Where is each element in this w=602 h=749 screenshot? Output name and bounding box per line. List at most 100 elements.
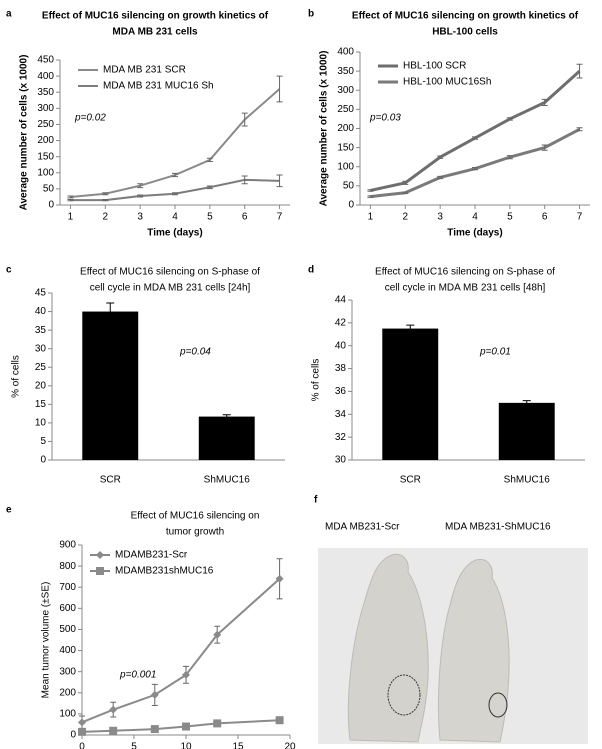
bar [498,402,555,460]
x-tick-label: 5 [131,742,137,749]
y-tick-label: 25 [35,362,47,373]
x-tick-label: 5 [507,212,513,223]
y-tick-label: 34 [335,409,347,420]
y-tick-label: 0 [348,200,354,211]
y-tick-label: 150 [337,142,354,153]
y-tick-label: 15 [35,399,47,410]
legend-marker [96,551,104,559]
y-tick-label: 38 [335,363,347,374]
error-bar [137,183,144,189]
legend-marker [96,567,104,575]
x-tick-label: ShMUC16 [204,475,251,486]
error-bar [506,117,513,121]
y-tick-label: 800 [59,561,76,572]
marker [78,727,86,736]
marker [182,670,190,679]
error-bar [472,136,478,140]
y-tick-label: 35 [35,325,47,336]
x-tick-label: 4 [472,212,478,223]
y-tick-label: 300 [37,103,54,114]
error-bar [206,185,213,190]
panel-letter: b [308,9,314,20]
bar [198,416,255,460]
y-tick-label: 5 [40,436,46,447]
error-bar [506,155,513,160]
y-tick-label: 200 [37,135,54,146]
x-tick-label: SCR [400,475,421,486]
x-tick-label: 15 [232,742,244,749]
error-bar [241,175,248,185]
panel-letter: c [6,265,12,276]
error-bar [402,191,409,195]
y-tick-label: 0 [48,200,54,211]
series-line [81,578,281,724]
y-tick-label: 400 [59,645,76,656]
annotation: p=0.001 [119,670,156,681]
y-axis-label: Mean tumor volume (±SE) [41,582,52,699]
x-tick-label: 5 [207,212,213,223]
y-tick-label: 100 [59,709,76,720]
y-tick-label: 300 [337,85,354,96]
mouse-left [347,553,429,743]
y-tick-label: 45 [35,288,47,299]
chart-title: Effect of MUC16 silencing on growth kine… [352,11,579,22]
error-bar [172,192,178,196]
y-tick-label: 600 [59,603,76,614]
x-axis-label: Time (days) [447,228,502,239]
y-tick-label: 900 [59,540,76,551]
panel-letter: d [308,265,314,276]
annotation: p=0.01 [479,347,511,358]
marker [213,719,222,728]
photo-label: MDA MB231-ShMUC16 [445,522,551,533]
marker [109,705,118,714]
panel-letter: e [6,505,12,516]
y-tick-label: 400 [37,71,54,82]
error-bar [106,302,115,321]
series-line [81,719,280,733]
marker [275,574,284,583]
y-tick-label: 400 [337,47,354,58]
x-tick-label: 20 [284,742,296,749]
x-tick-label: 1 [368,212,374,223]
y-axis-label: Average number of cells (x 1000) [19,55,30,211]
x-tick-label: ShMUC16 [504,475,551,486]
y-tick-label: 450 [37,55,54,66]
annotation: p=0.02 [74,113,106,124]
tumor-left [387,674,421,716]
error-bar [437,175,444,180]
y-tick-label: 350 [37,87,54,98]
legend-label: MDA MB 231 MUC16 Sh [103,81,214,92]
error-bar [437,155,444,159]
tumor-right [488,692,508,718]
marker [150,725,159,734]
y-tick-label: 350 [337,66,354,77]
error-bar [102,199,109,202]
x-tick-label: 10 [180,742,192,749]
y-tick-label: 500 [59,624,76,635]
marker [150,690,159,699]
y-tick-label: 10 [35,418,47,429]
bar [382,328,439,460]
error-bar [402,180,409,185]
marker [78,718,86,727]
error-bar [172,172,178,178]
x-tick-label: 3 [437,212,443,223]
legend-label: MDAMB231-Scr [115,550,188,561]
error-bar [472,167,478,171]
x-tick-label: 3 [137,212,143,223]
chart-title: cell cycle in MDA MB 231 cells [24h] [90,283,251,294]
error-bar [241,112,248,127]
error-bar [222,414,231,419]
y-tick-label: 700 [59,582,76,593]
chart-title: Effect of MUC16 silencing on [131,511,260,522]
x-tick-label: 2 [403,212,409,223]
error-bar [67,199,74,202]
marker [109,726,118,735]
y-axis-label: % of cells [11,355,22,398]
error-bar [541,98,548,107]
marker [213,630,222,639]
y-tick-label: 36 [335,386,347,397]
error-bar [576,127,583,132]
chart-title: tumor growth [166,527,224,538]
